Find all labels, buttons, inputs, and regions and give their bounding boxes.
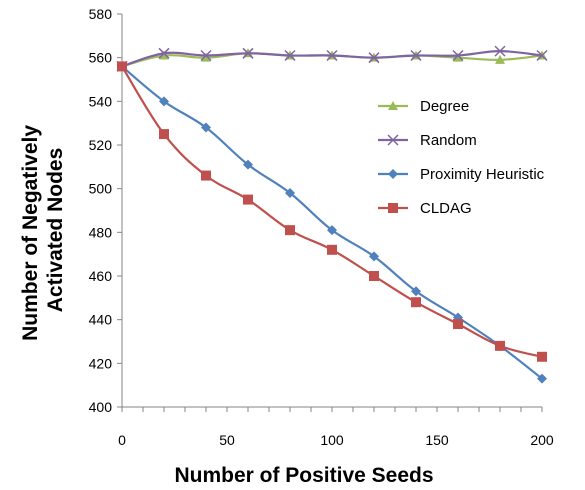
data-point [117,61,127,72]
y-axis-title-line-2: Activated Nodes [44,148,67,313]
series-proximity-heuristic [117,61,547,384]
y-tick-label: 400 [89,399,113,415]
series-line [121,65,543,358]
series-layer [116,45,548,384]
series-cldag [117,61,547,362]
x-tick-label: 150 [425,432,449,448]
data-point [495,54,505,64]
y-tick-label: 440 [89,312,113,328]
legend-label: Random [420,132,477,149]
data-point [411,286,421,297]
data-point [327,225,337,236]
data-point [536,49,548,62]
axes: 400 420 440 460 480 500 520 540 560 580 0 50 100 150 2… [89,6,554,448]
data-point [327,244,337,255]
y-tick-label: 480 [89,224,113,240]
data-point [494,45,506,57]
legend-item: CLDAG [378,200,472,217]
y-axis-title-line-1: Number of Negatively [19,125,42,341]
data-point [242,47,254,59]
data-point [243,194,253,205]
x-tick-label: 0 [118,432,126,448]
y-tick-label: 500 [89,181,113,197]
legend-swatch-marker [388,169,398,179]
x-tick-label: 50 [219,432,235,448]
data-point [158,47,170,59]
legend: Degree Random Proximity Heuristic CLDAG [378,98,545,217]
data-point [159,50,169,60]
y-tick-label: 420 [89,355,113,371]
legend-swatch-marker [388,101,398,110]
y-tick-label: 580 [89,6,113,22]
legend-item: Proximity Heuristic [378,166,545,183]
legend-label: CLDAG [420,200,472,217]
x-tick-label: 100 [320,432,344,448]
x-tick-label: 200 [530,432,554,448]
data-point [159,96,169,107]
data-point [537,373,547,384]
legend-item: Degree [378,98,469,115]
data-point [285,225,295,236]
data-point [453,52,463,62]
y-tick-label: 540 [89,93,113,109]
legend-swatch-marker [387,134,399,146]
y-tick-label: 520 [89,137,113,153]
data-point [368,52,380,64]
data-point [159,129,169,140]
data-point [285,188,295,199]
data-point [453,319,463,330]
legend-swatch-marker [388,203,398,213]
data-point [411,297,421,308]
data-point [243,159,253,170]
data-point [537,351,547,362]
data-point [452,49,464,62]
x-axis-title: Number of Positive Seeds [174,464,433,487]
data-point [495,340,505,351]
data-point [284,49,296,62]
data-point [369,251,379,262]
legend-label: Proximity Heuristic [420,166,545,183]
data-point [201,52,211,62]
data-point [201,170,211,181]
data-point [201,122,211,133]
legend-item: Random [378,132,477,149]
series-line [121,65,543,380]
legend-label: Degree [420,98,469,115]
data-point [200,49,212,62]
data-point [326,49,338,62]
data-point [369,271,379,281]
data-point [410,49,422,62]
y-tick-label: 460 [89,268,113,284]
y-axis-title: Number of Negatively Activated Nodes [19,119,67,341]
y-tick-label: 560 [89,50,113,66]
